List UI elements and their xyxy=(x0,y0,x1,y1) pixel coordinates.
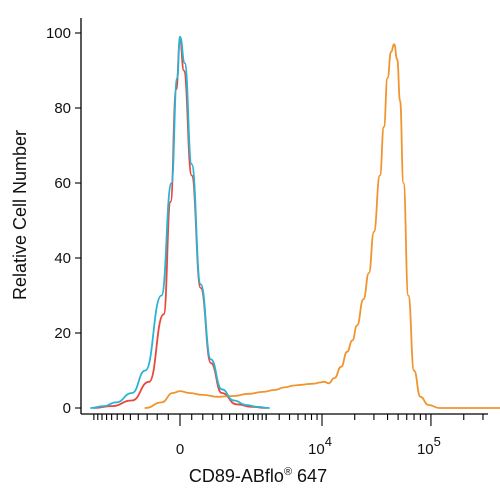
y-tick-label: 80 xyxy=(54,100,71,117)
y-tick-label: 40 xyxy=(54,250,71,267)
x-tick-label: 0 xyxy=(176,441,184,458)
y-tick-label: 100 xyxy=(46,25,71,42)
ticks-layer xyxy=(75,32,484,426)
x-axis-title: CD89-ABflo® 647 xyxy=(189,466,327,486)
x-tick-label: 104 xyxy=(308,434,332,458)
histogram-series-1 xyxy=(93,39,267,409)
x-tick-label: 105 xyxy=(417,434,441,458)
histogram-series-3 xyxy=(90,35,270,409)
x-axis-title-superscript: ® xyxy=(284,466,292,478)
labels-layer: 0204060801000104105106 xyxy=(46,25,441,458)
histogram-series-2 xyxy=(144,43,500,409)
y-axis-title: Relative Cell Number xyxy=(10,130,30,300)
y-tick-label: 0 xyxy=(63,400,71,417)
y-tick-label: 20 xyxy=(54,325,71,342)
axes-layer xyxy=(80,18,488,415)
x-axis-title-main: CD89-ABflo xyxy=(189,466,284,486)
y-tick-label: 60 xyxy=(54,175,71,192)
x-axis-title-suffix: 647 xyxy=(292,466,327,486)
series-layer xyxy=(90,35,500,409)
